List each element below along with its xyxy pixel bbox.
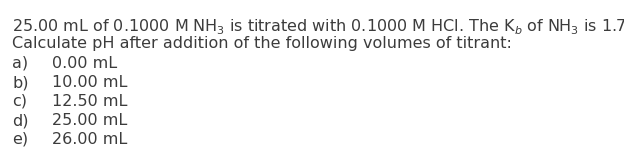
Text: c): c) [12,94,27,109]
Text: 25.00 mL of 0.1000 M NH$_3$ is titrated with 0.1000 M HCl. The K$_b$ of NH$_3$ i: 25.00 mL of 0.1000 M NH$_3$ is titrated … [12,16,624,37]
Text: e): e) [12,132,28,147]
Text: Calculate pH after addition of the following volumes of titrant:: Calculate pH after addition of the follo… [12,36,512,51]
Text: d): d) [12,113,29,128]
Text: 25.00 mL: 25.00 mL [52,113,127,128]
Text: 0.00 mL: 0.00 mL [52,56,117,71]
Text: 10.00 mL: 10.00 mL [52,75,127,90]
Text: 26.00 mL: 26.00 mL [52,132,127,147]
Text: b): b) [12,75,29,90]
Text: 12.50 mL: 12.50 mL [52,94,127,109]
Text: a): a) [12,56,28,71]
